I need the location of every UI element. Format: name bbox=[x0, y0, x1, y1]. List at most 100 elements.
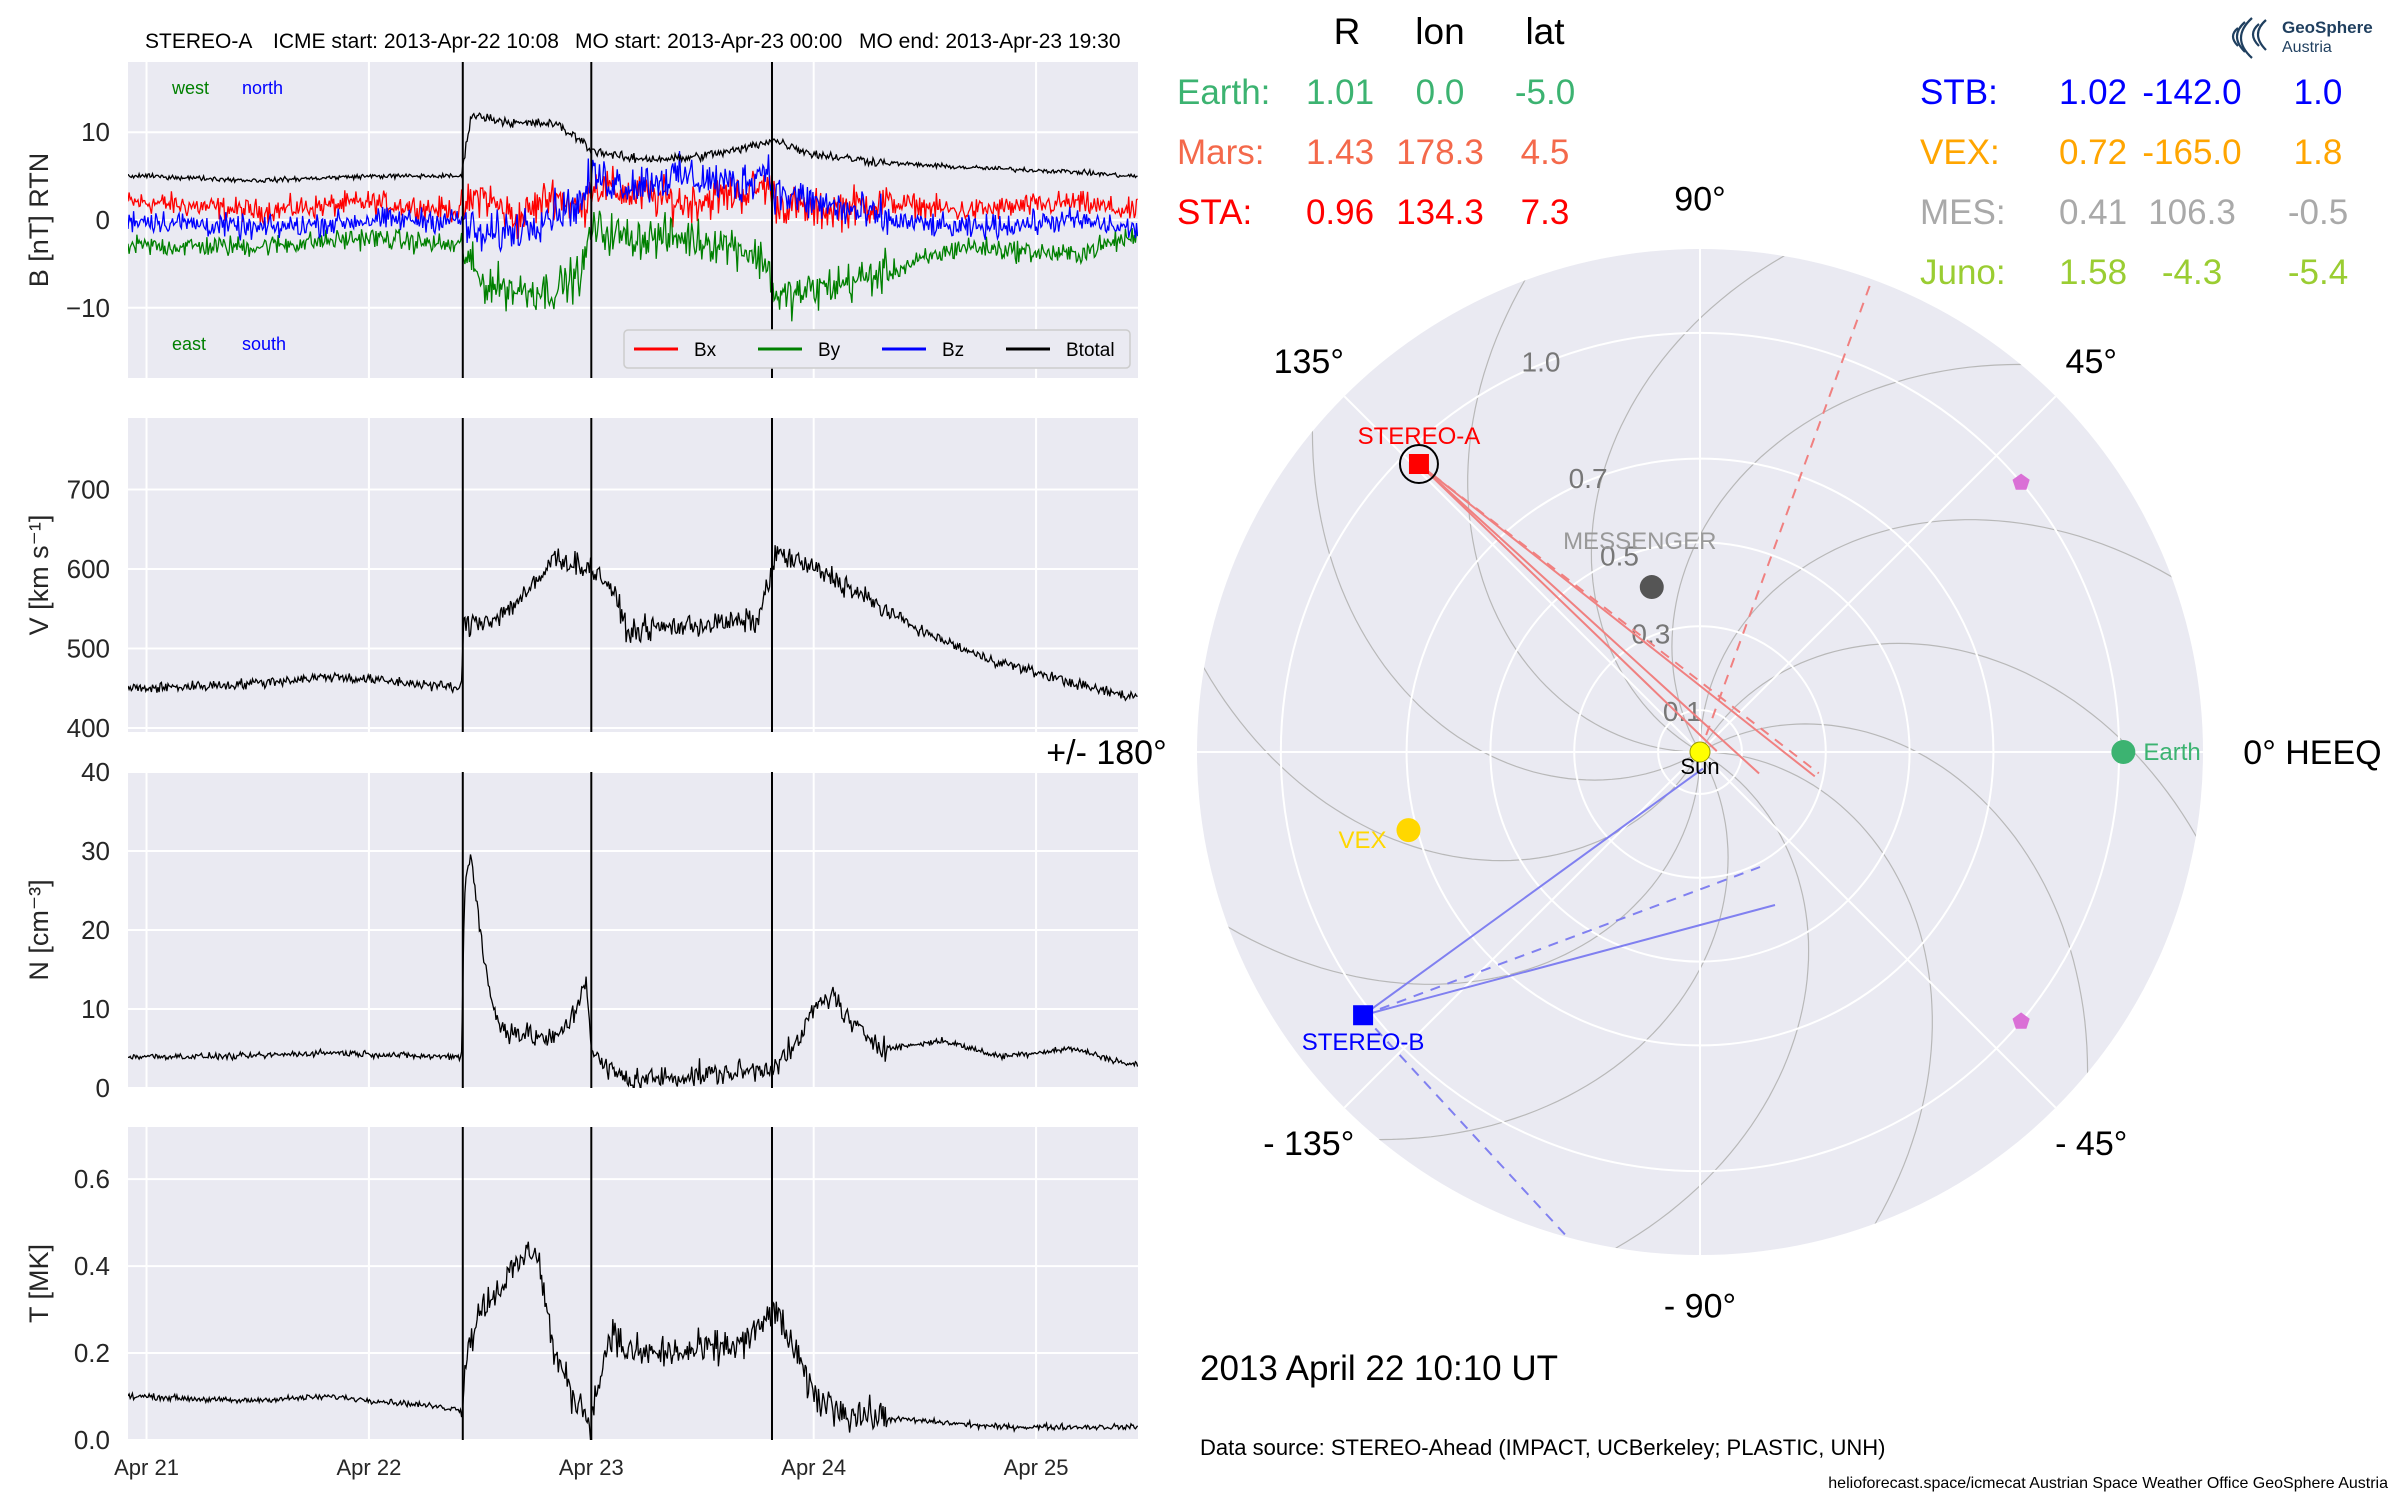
annotation-north: north bbox=[242, 78, 283, 98]
angle-label: 45° bbox=[2066, 343, 2117, 381]
parker-spiral bbox=[1699, 519, 2203, 772]
angular-gridline bbox=[1343, 395, 1701, 753]
table-cell-label: STB: bbox=[1920, 73, 1998, 112]
annotation-south: south bbox=[242, 334, 286, 354]
y-tick-label: 10 bbox=[81, 994, 110, 1024]
axes-background bbox=[128, 418, 1138, 732]
position-table-left: Earth: 1.01 0.0 -5.0 Mars: 1.43 178.3 4.5 STA: 0.… bbox=[1177, 73, 1575, 232]
y-tick-label: 700 bbox=[67, 475, 110, 505]
series-line-v bbox=[128, 545, 1138, 702]
angle-label: 135° bbox=[1274, 343, 1344, 381]
table-cell-label: STA: bbox=[1177, 193, 1252, 232]
table-cell-lon: -4.3 bbox=[2162, 253, 2222, 292]
panel-magnetic-field: −10 0 10 B [nT] RTN bbox=[24, 62, 1138, 378]
credits: helioforecast.space/icmecat Austrian Spa… bbox=[1828, 1475, 2388, 1492]
stb-direction-dashed bbox=[1362, 1014, 1571, 1241]
table-cell-lat: 4.5 bbox=[1521, 133, 1570, 172]
angular-gridline bbox=[1699, 395, 2057, 753]
angular-gridline bbox=[1343, 751, 1701, 1109]
table-cell-r: 1.43 bbox=[1306, 133, 1374, 172]
position-table-header: R lon lat bbox=[1334, 11, 1566, 52]
y-tick-label: 500 bbox=[67, 634, 110, 664]
series-line-by bbox=[128, 210, 1138, 322]
y-tick-label: 400 bbox=[67, 713, 110, 743]
sta-fov-line bbox=[1418, 463, 1760, 775]
y-tick-label: 0.2 bbox=[74, 1338, 110, 1368]
table-header-lat: lat bbox=[1525, 11, 1565, 52]
panel-temperature: 0.0 0.2 0.4 0.6 T [MK] Apr 21 Apr 22 Apr 23 Apr … bbox=[24, 1127, 1138, 1480]
angular-gridline bbox=[1699, 751, 2057, 1109]
x-tick-label: Apr 21 bbox=[114, 1455, 179, 1480]
marker-vex bbox=[1396, 818, 1421, 843]
table-header-lon: lon bbox=[1415, 11, 1464, 52]
series-line-n bbox=[128, 854, 1138, 1088]
table-cell-label: Earth: bbox=[1177, 73, 1270, 112]
header-mo-start: MO start: 2013-Apr-23 00:00 bbox=[575, 30, 842, 53]
label-earth: Earth bbox=[2143, 739, 2200, 766]
r-tick-label: 1.0 bbox=[1522, 346, 1561, 377]
sta-fov-line bbox=[1418, 463, 1816, 778]
plot-datetime: 2013 April 22 10:10 UT bbox=[1200, 1349, 1558, 1388]
sta-direction-dashed bbox=[1699, 284, 1871, 753]
y-tick-label: 10 bbox=[81, 117, 110, 147]
marker-messenger bbox=[1639, 575, 1664, 600]
angle-label: - 45° bbox=[2055, 1125, 2127, 1163]
table-cell-lon: 134.3 bbox=[1396, 193, 1484, 232]
y-tick-label: 20 bbox=[81, 915, 110, 945]
label-stereo-a: STEREO-A bbox=[1358, 423, 1481, 450]
table-cell-r: 0.96 bbox=[1306, 193, 1374, 232]
x-tick-label: Apr 22 bbox=[337, 1455, 402, 1480]
data-source: Data source: STEREO-Ahead (IMPACT, UCBer… bbox=[1200, 1435, 1885, 1460]
angle-label: 90° bbox=[1674, 181, 1725, 219]
panel-density: 0 10 20 30 40 N [cm⁻³] bbox=[24, 757, 1138, 1103]
sta-fov-line bbox=[1418, 463, 1718, 752]
table-cell-lat: 7.3 bbox=[1521, 193, 1570, 232]
table-cell-r: 0.41 bbox=[2059, 193, 2127, 232]
y-tick-label: 0 bbox=[96, 205, 110, 235]
x-tick-label: Apr 25 bbox=[1004, 1455, 1069, 1480]
marker-juno-2 bbox=[2012, 1012, 2030, 1029]
y-tick-label: −10 bbox=[66, 293, 110, 323]
table-cell-lat: -5.0 bbox=[1515, 73, 1575, 112]
header-icme-start: ICME start: 2013-Apr-22 10:08 bbox=[273, 30, 559, 53]
y-axis-label: T [MK] bbox=[24, 1244, 54, 1323]
r-tick-label: 0.1 bbox=[1663, 696, 1702, 727]
legend-btotal-label: Btotal bbox=[1066, 340, 1115, 361]
marker-stereo-a-ring bbox=[1398, 444, 1439, 485]
marker-stereo-a bbox=[1408, 454, 1429, 475]
table-cell-lat: -0.5 bbox=[2288, 193, 2348, 232]
series-line-btotal bbox=[128, 112, 1138, 184]
y-axis-label: V [km s⁻¹] bbox=[24, 515, 54, 636]
table-cell-lat: 1.0 bbox=[2294, 73, 2343, 112]
annotation-east: east bbox=[172, 334, 206, 354]
logo-text-line2: Austria bbox=[2282, 39, 2332, 56]
table-cell-r: 1.58 bbox=[2059, 253, 2127, 292]
label-vex: VEX bbox=[1338, 827, 1386, 854]
x-tick-label: Apr 23 bbox=[559, 1455, 624, 1480]
logo-text-line1: GeoSphere bbox=[2282, 18, 2373, 37]
stb-fov-line bbox=[1362, 904, 1776, 1017]
parker-spiral bbox=[1197, 732, 1701, 985]
y-tick-label: 0.0 bbox=[74, 1425, 110, 1455]
table-cell-r: 1.01 bbox=[1306, 73, 1374, 112]
y-tick-label: 40 bbox=[81, 757, 110, 787]
r-tick-label: 0.5 bbox=[1600, 541, 1639, 572]
marker-sun bbox=[1689, 741, 1711, 763]
header-spacecraft: STEREO-A bbox=[145, 30, 252, 53]
geosphere-logo: GeoSphere Austria bbox=[2231, 17, 2373, 59]
header-mo-end: MO end: 2013-Apr-23 19:30 bbox=[859, 30, 1121, 53]
table-header-r: R bbox=[1334, 11, 1361, 52]
legend-by-label: By bbox=[818, 340, 841, 361]
angle-label: +/- 180° bbox=[1046, 734, 1166, 772]
label-sun: Sun bbox=[1680, 754, 1719, 779]
table-cell-label: Mars: bbox=[1177, 133, 1265, 172]
sta-fov-dashed bbox=[1418, 463, 1820, 775]
table-cell-lon: 0.0 bbox=[1416, 73, 1465, 112]
table-cell-lon: 178.3 bbox=[1396, 133, 1484, 172]
marker-juno-1 bbox=[2012, 473, 2030, 490]
table-cell-lat: 1.8 bbox=[2294, 133, 2343, 172]
marker-stereo-b bbox=[1353, 1005, 1374, 1026]
legend-frame bbox=[623, 329, 1131, 369]
